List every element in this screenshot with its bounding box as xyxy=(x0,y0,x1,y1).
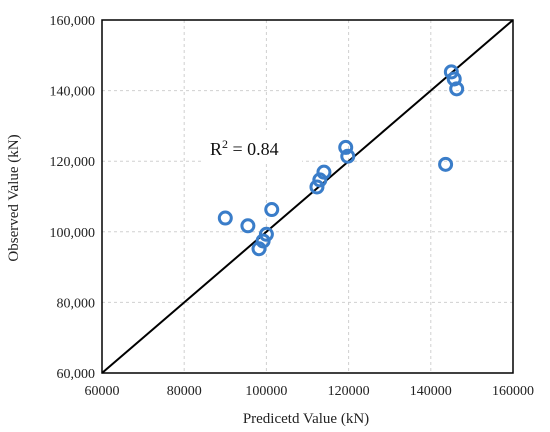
data-point xyxy=(251,241,267,257)
data-points xyxy=(217,64,465,257)
y-tick-label: 100,000 xyxy=(50,226,96,241)
data-point xyxy=(438,156,454,172)
data-point xyxy=(258,226,274,242)
r-squared-box xyxy=(202,130,302,164)
y-tick-label: 120,000 xyxy=(50,155,96,170)
r-squared-label: R2 = 0.84 xyxy=(210,137,279,159)
data-point xyxy=(338,139,354,155)
data-point xyxy=(264,202,280,218)
data-point xyxy=(312,172,328,188)
r-squared-superscript: 2 xyxy=(222,137,228,151)
data-point xyxy=(240,218,256,234)
reference-line-y-equals-x xyxy=(101,19,514,374)
x-axis-ticks: 60000 80000 100000 120000 140000 160000 xyxy=(85,384,535,399)
r-squared-value: = 0.84 xyxy=(228,139,279,159)
y-axis-title: Observed Value (kN) xyxy=(6,134,22,261)
y-tick-label: 80,000 xyxy=(57,296,96,311)
x-tick-label: 160000 xyxy=(492,384,534,399)
data-point xyxy=(316,164,332,180)
y-tick-label: 60,000 xyxy=(57,367,96,382)
x-axis-title: Predicetd Value (kN) xyxy=(243,411,369,427)
gridlines xyxy=(102,20,513,373)
x-tick-label: 100000 xyxy=(245,384,287,399)
data-point xyxy=(340,148,356,164)
y-tick-label: 140,000 xyxy=(50,85,96,100)
r-squared-prefix: R xyxy=(210,139,222,159)
data-point xyxy=(217,210,233,226)
y-tick-label: 160,000 xyxy=(50,14,96,29)
r-squared-annotation: R2 = 0.84 xyxy=(202,130,302,164)
x-tick-label: 120000 xyxy=(328,384,370,399)
x-tick-label: 140000 xyxy=(410,384,452,399)
y-axis-ticks: 60,000 80,000 100,000 120,000 140,000 160,000 xyxy=(50,14,96,382)
plot-frame xyxy=(101,19,514,374)
data-point xyxy=(443,64,459,80)
x-tick-label: 60000 xyxy=(85,384,120,399)
data-point xyxy=(449,81,465,97)
data-point xyxy=(309,179,325,195)
x-tick-label: 80000 xyxy=(167,384,202,399)
